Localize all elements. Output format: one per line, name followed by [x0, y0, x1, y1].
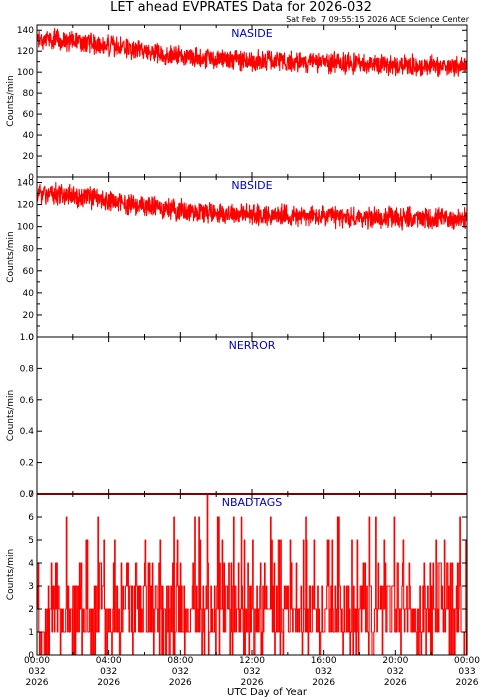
x-tick-label-doy: 032 — [387, 667, 404, 677]
x-tick-label-time: 16:00 — [311, 656, 337, 666]
y-tick-label: 1 — [28, 628, 34, 638]
y-tick-label: 0.6 — [20, 396, 35, 406]
panel-label: NBADTAGS — [222, 496, 282, 509]
y-tick-label: 0 — [28, 173, 34, 183]
y-tick-label: 140 — [17, 26, 34, 36]
x-tick-label-year: 2026 — [241, 678, 264, 688]
y-tick-label: 80 — [23, 245, 35, 255]
y-tick-label: 0 — [28, 651, 34, 661]
plot-frame — [36, 336, 468, 495]
generation-timestamp: Sat Feb 7 09:55:15 2026 ACE Science Cent… — [286, 15, 470, 24]
y-tick-label: 60 — [23, 267, 35, 277]
panel-label: NERROR — [229, 339, 276, 352]
y-tick-label: 4 — [28, 559, 34, 569]
panel-label: NBSIDE — [231, 179, 272, 192]
y-tick-label: 3 — [28, 582, 34, 592]
panel-naside: 0 20 40 60 80 100 120 140 NASIDE Counts/min — [6, 24, 468, 183]
y-tick-label: 6 — [28, 513, 34, 523]
y-tick-label: 40 — [23, 289, 35, 299]
y-tick-label: 120 — [17, 201, 34, 211]
y-tick-label: 0.4 — [20, 427, 35, 437]
panel-nerror: 0.0 0.2 0.4 0.6 0.8 1.0 NERROR Counts/min — [6, 333, 468, 500]
x-axis-labels: 00:00032202604:00032202608:00032202612:0… — [24, 656, 480, 688]
panel-nbside: 0 20 40 60 80 100 120 140 NBSIDE Counts/min — [6, 176, 468, 343]
x-tick-label-year: 2026 — [312, 678, 335, 688]
x-axis-title: UTC Day of Year — [227, 687, 308, 698]
x-tick-label-year: 2026 — [456, 678, 479, 688]
y-tick-label: 60 — [23, 110, 35, 120]
y-tick-label: 80 — [23, 89, 35, 99]
y-tick-label: 5 — [28, 536, 34, 546]
y-tick-label: 140 — [17, 179, 34, 189]
y-tick-label: 100 — [17, 223, 34, 233]
x-tick-label-doy: 032 — [100, 667, 117, 677]
x-tick-label-doy: 032 — [315, 667, 332, 677]
y-tick-label: 20 — [23, 311, 35, 321]
x-tick-label-time: 04:00 — [96, 656, 122, 666]
x-tick-label-year: 2026 — [97, 678, 120, 688]
y-tick-label: 2 — [28, 605, 34, 615]
y-axis-label: Counts/min — [6, 390, 16, 441]
x-tick-label-time: 00:00 — [454, 656, 480, 666]
y-axis-label: Counts/min — [6, 549, 16, 600]
x-tick-label-year: 2026 — [26, 678, 49, 688]
data-line-naside — [36, 28, 468, 78]
x-tick-label-doy: 032 — [28, 667, 45, 677]
figure-title: LET ahead EVPRATES Data for 2026-032 — [110, 0, 372, 15]
x-tick-label-year: 2026 — [384, 678, 407, 688]
x-tick-label-doy: 032 — [243, 667, 260, 677]
y-tick-label: 100 — [17, 68, 34, 78]
y-tick-label: 120 — [17, 47, 34, 57]
x-tick-label-time: 20:00 — [382, 656, 408, 666]
y-tick-label: 40 — [23, 131, 35, 141]
panel-nbadtags: 0 1 2 3 4 5 6 7 NBADTAGS Counts/min — [6, 490, 468, 661]
data-line-nbside — [36, 181, 468, 231]
x-tick-label-doy: 032 — [172, 667, 189, 677]
panel-label: NASIDE — [231, 27, 272, 40]
x-tick-label-time: 08:00 — [167, 656, 193, 666]
y-axis-label: Counts/min — [6, 75, 16, 126]
y-axis-label: Counts/min — [6, 231, 16, 282]
y-tick-label: 0.2 — [20, 459, 34, 469]
x-tick-label-time: 12:00 — [239, 656, 265, 666]
data-line-nbadtags — [36, 493, 468, 656]
y-tick-label: 0 — [28, 333, 34, 343]
y-tick-label: 1.0 — [20, 333, 35, 343]
y-tick-label: 7 — [28, 490, 34, 500]
x-tick-label-year: 2026 — [169, 678, 192, 688]
x-tick-label-time: 00:00 — [24, 656, 50, 666]
y-tick-label: 0.0 — [20, 490, 35, 500]
y-tick-label: 20 — [23, 152, 35, 162]
x-tick-label-doy: 033 — [458, 667, 475, 677]
y-tick-label: 0.8 — [20, 364, 35, 374]
